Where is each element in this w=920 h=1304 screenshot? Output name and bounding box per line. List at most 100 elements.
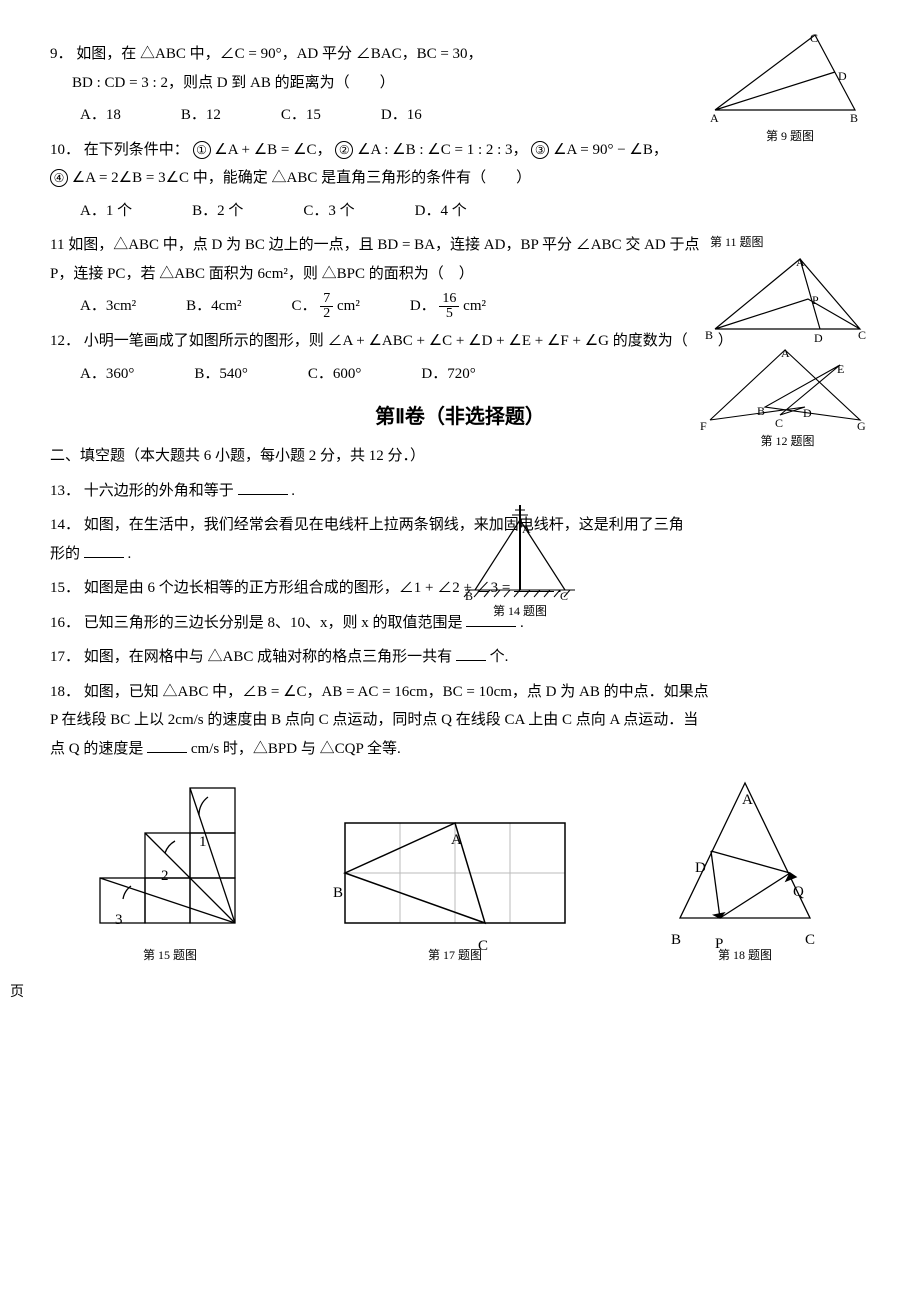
figure-q18: A B C D P Q 第 18 题图 [665, 773, 825, 966]
q16-text: 已知三角形的三边长分别是 8、10、x，则 x 的取值范围是 [84, 615, 463, 631]
q12-opt-D: D．720° [421, 360, 475, 389]
label-1: 1 [199, 828, 207, 857]
q11-opt-B: B．4cm² [186, 292, 241, 321]
label-D: D [838, 65, 847, 88]
q12-num: 12． [50, 333, 80, 349]
q9-opt-D: D．16 [381, 101, 422, 130]
question-9: A B C D 第 9 题图 9． 如图，在 △ABC 中，∠C = 90°，A… [50, 40, 870, 130]
label-P: P [715, 930, 723, 959]
q18-num: 18． [50, 684, 80, 700]
q13-num: 13． [50, 483, 80, 499]
q10-p2: ∠A : ∠B : ∠C = 1 : 2 : 3， [353, 142, 527, 158]
label-2: 2 [161, 862, 169, 891]
label-C: C [478, 932, 488, 961]
label-B: B [333, 879, 343, 908]
q16-num: 16． [50, 615, 80, 631]
bottom-figures-row: 1 2 3 第 15 题图 A B [50, 773, 870, 966]
label-D: D [695, 854, 706, 883]
question-16: 16． 已知三角形的三边长分别是 8、10、x，则 x 的取值范围是 . [50, 609, 870, 638]
q11-opt-A: A．3cm² [80, 292, 136, 321]
q17-suffix: 个. [490, 649, 509, 665]
q9-num: 9． [50, 46, 73, 62]
q11-optD-den: 5 [439, 307, 459, 321]
q18-text1: 如图，已知 △ABC 中，∠B = ∠C，AB = AC = 16cm，BC =… [84, 684, 709, 700]
figure-q12-caption: 第 12 题图 [705, 430, 870, 453]
q15-blank[interactable] [514, 576, 554, 592]
q15-text: 如图是由 6 个边长相等的正方形组合成的图形，∠1 + ∠2 + ∠3 = [84, 580, 511, 596]
figure-q11-caption: 第 11 题图 [710, 231, 870, 254]
label-F: F [700, 415, 707, 438]
q17-blank[interactable] [456, 645, 486, 661]
q10-opt-D: D．4 个 [415, 197, 467, 226]
q14-blank[interactable] [84, 542, 124, 558]
label-B: B [757, 400, 765, 423]
q18-text3: 点 Q 的速度是 [50, 741, 147, 757]
figure-q15-caption: 第 15 题图 [95, 944, 245, 967]
q11-num: 11 [50, 237, 64, 253]
label-P: P [812, 289, 819, 312]
q10-options: A．1 个 B．2 个 C．3 个 D．4 个 [80, 197, 870, 226]
q11-optC-den: 2 [320, 307, 333, 321]
figure-q17-caption: 第 17 题图 [335, 944, 575, 967]
q14-text2: 形的 [50, 546, 80, 562]
label-A: A [451, 826, 462, 855]
q10-p3: ∠A = 90° − ∠B， [549, 142, 668, 158]
q17-text: 如图，在网格中与 △ABC 成轴对称的格点三角形一共有 [84, 649, 452, 665]
q12-opt-C: C．600° [308, 360, 362, 389]
figure-q9: A B C D 第 9 题图 [710, 30, 870, 148]
figure-q17: A B C 第 17 题图 [335, 813, 575, 966]
q10-opt-C: C．3 个 [303, 197, 354, 226]
q11-opt-C: C． 72 cm² [291, 292, 359, 321]
label-A: A [710, 107, 719, 130]
q18-text2: P 在线段 BC 上以 2cm/s 的速度由 B 点向 C 点运动，同时点 Q … [50, 712, 698, 728]
q11-optD-num: 16 [439, 292, 459, 307]
q13-suffix: . [291, 483, 295, 499]
q14-suffix: . [128, 546, 132, 562]
q11-text2: P，连接 PC，若 △ABC 面积为 6cm²，则 △BPC 的面积为（ ） [50, 266, 474, 282]
q13-text: 十六边形的外角和等于 [84, 483, 234, 499]
q10-p1: ∠A + ∠B = ∠C， [211, 142, 332, 158]
label-Q: Q [793, 878, 804, 907]
q13-blank[interactable] [238, 479, 288, 495]
figure-q15: 1 2 3 第 15 题图 [95, 783, 245, 966]
label-A: A [796, 251, 805, 274]
q11-text1: 如图，△ABC 中，点 D 为 BC 边上的一点，且 BD = BA，连接 AD… [68, 237, 699, 253]
q10-text1: 在下列条件中： [84, 142, 189, 158]
q9-opt-B: B．12 [181, 101, 221, 130]
label-B: B [850, 107, 858, 130]
q12-opt-A: A．360° [80, 360, 134, 389]
label-A: A [781, 342, 790, 365]
q10-p4: ∠A = 2∠B = 3∠C 中，能确定 △ABC 是直角三角形的条件有（ ） [68, 170, 531, 186]
q11-optD-pre: D． [410, 298, 436, 314]
question-15: 15． 如图是由 6 个边长相等的正方形组合成的图形，∠1 + ∠2 + ∠3 … [50, 574, 870, 603]
q9-text2: BD : CD = 3 : 2，则点 D 到 AB 的距离为（ ） [72, 75, 395, 91]
circled-4: ④ [50, 169, 68, 187]
q16-suffix: . [520, 615, 524, 631]
q11-optC-suf: cm² [337, 298, 360, 314]
q11-optC-pre: C． [291, 298, 316, 314]
page-footer: 页 [10, 980, 24, 1007]
q17-num: 17． [50, 649, 80, 665]
question-10: 10． 在下列条件中： ① ∠A + ∠B = ∠C， ② ∠A : ∠B : … [50, 136, 870, 226]
q14-num: 14． [50, 517, 80, 533]
question-14: 14． 如图，在生活中，我们经常会看见在电线杆上拉两条钢线，来加固电线杆，这是利… [50, 511, 870, 568]
q14-text1: 如图，在生活中，我们经常会看见在电线杆上拉两条钢线，来加固电线杆，这是利用了三角 [84, 517, 684, 533]
question-13: 13． 十六边形的外角和等于 . [50, 477, 870, 506]
q18-text3b: cm/s 时，△BPD 与 △CQP 全等. [191, 741, 401, 757]
label-A: A [742, 786, 753, 815]
circled-1: ① [193, 141, 211, 159]
q12-text: 小明一笔画成了如图所示的图形，则 ∠A + ∠ABC + ∠C + ∠D + ∠… [84, 333, 733, 349]
question-12: A E F G B C D 第 12 题图 12． 小明一笔画成了如图所示的图形… [50, 327, 870, 388]
q10-num: 10． [50, 142, 80, 158]
figure-q12: A E F G B C D 第 12 题图 [705, 345, 870, 453]
label-G: G [857, 415, 866, 438]
q15-num: 15． [50, 580, 80, 596]
question-11: 第 11 题图 A B C D P 11 如图，△ABC 中，点 D 为 BC … [50, 231, 870, 321]
figure-q18-caption: 第 18 题图 [665, 944, 825, 967]
question-18: 18． 如图，已知 △ABC 中，∠B = ∠C，AB = AC = 16cm，… [50, 678, 870, 764]
q16-blank[interactable] [466, 611, 516, 627]
q9-opt-C: C．15 [281, 101, 321, 130]
label-3: 3 [115, 906, 123, 935]
q18-blank[interactable] [147, 737, 187, 753]
q10-opt-B: B．2 个 [192, 197, 243, 226]
